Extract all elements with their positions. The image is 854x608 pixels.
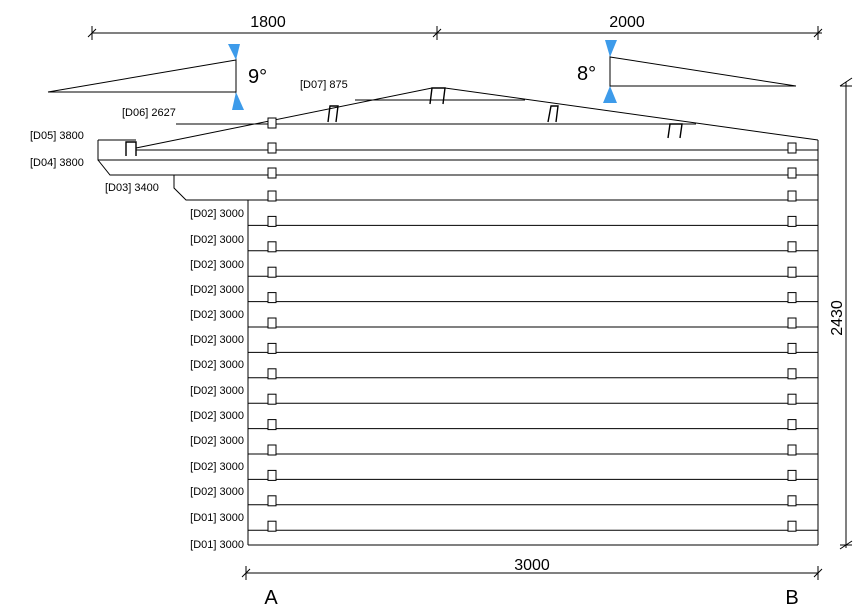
log-label: [D04] 3800 [30,157,84,169]
log-label: [D01] 3000 [190,512,244,524]
corner-notch [787,142,797,154]
corner-notches [267,117,797,532]
corner-notch [787,419,797,431]
corner-notch [267,317,277,329]
log-label: [D05] 3800 [30,130,84,142]
axis-label-b: B [785,587,798,608]
corner-notch [267,142,277,154]
corner-notch [787,317,797,329]
corner-notch [787,190,797,202]
angle-marker-icon [228,44,240,60]
corner-notch [267,342,277,354]
joint-notch [547,105,559,123]
dimension-tick [241,568,251,578]
joint-notch [327,105,339,123]
right-slope-line [609,56,797,87]
joint-notch [667,123,683,139]
log-label: [D02] 3000 [190,334,244,346]
angle-marker-icon [232,92,244,110]
roof-outline [135,87,819,149]
dimension-tick [813,28,823,38]
corner-notch [267,419,277,431]
log-label: [D02] 3000 [190,309,244,321]
corner-notch [787,520,797,532]
log-label: [D02] 3000 [190,234,244,246]
left-slope-line [47,59,237,93]
log-label: [D02] 3000 [190,486,244,498]
corner-notch [267,266,277,278]
log-label: [D02] 3000 [190,435,244,447]
d03-log [173,175,818,201]
dimension-tick [839,540,853,550]
dimension-label-3000: 3000 [514,557,550,574]
corner-notch [787,444,797,456]
corner-notch [267,292,277,304]
dimension-tick [87,28,97,38]
dimension-tick [813,568,823,578]
log-label: [D03] 3400 [105,182,159,194]
angle-marker-icon [603,86,617,103]
dimension-label-1800: 1800 [250,14,286,31]
corner-notch [267,215,277,227]
log-courses [97,139,819,546]
corner-notch [787,167,797,179]
left-angle-label: 9° [248,66,267,88]
ridge-notch [429,87,446,105]
log-label: [D07] 875 [300,79,348,91]
corner-notch [787,241,797,253]
dimension-tick [432,28,442,38]
corner-notch [787,368,797,380]
log-label: [D02] 3000 [190,208,244,220]
corner-notch [267,368,277,380]
log-label: [D01] 3000 [190,539,244,551]
corner-notch [267,393,277,405]
corner-notch [787,292,797,304]
corner-notch [787,342,797,354]
axis-label-a: A [264,587,278,608]
corner-notch [267,167,277,179]
corner-notch [267,495,277,507]
corner-notch [787,469,797,481]
log-label: [D02] 3000 [190,259,244,271]
right-dimension: 2430 [829,77,853,550]
corner-notch [787,266,797,278]
log-label: [D02] 3000 [190,461,244,473]
d04-log [97,159,818,176]
bottom-dimension: 3000 [241,557,823,580]
corner-notch [267,444,277,456]
log-label: [D06] 2627 [122,107,176,119]
corner-notch [267,520,277,532]
angle-marker-icon [605,40,617,57]
corner-notch [787,215,797,227]
corner-notch [267,117,277,129]
dimension-tick [839,77,853,87]
top-dimension: 1800 2000 [87,14,823,40]
right-slope-indicator: 8° [577,40,797,103]
corner-notch [787,393,797,405]
course-lines [248,224,818,531]
right-angle-label: 8° [577,63,596,85]
corner-notch [267,241,277,253]
corner-notch [267,469,277,481]
log-label: [D02] 3000 [190,284,244,296]
dimension-label-2430: 2430 [829,300,846,336]
corner-notch [787,495,797,507]
log-label: [D02] 3000 [190,359,244,371]
left-slope-indicator: 9° [47,44,267,110]
joint-notch [125,141,137,156]
log-label: [D02] 3000 [190,410,244,422]
log-labels: [D07] 875 [D06] 2627 [D05] 3800 [D04] 38… [30,79,348,551]
log-label: [D02] 3000 [190,385,244,397]
gable-outline [125,87,819,156]
corner-notch [267,190,277,202]
dimension-label-2000: 2000 [609,14,645,31]
